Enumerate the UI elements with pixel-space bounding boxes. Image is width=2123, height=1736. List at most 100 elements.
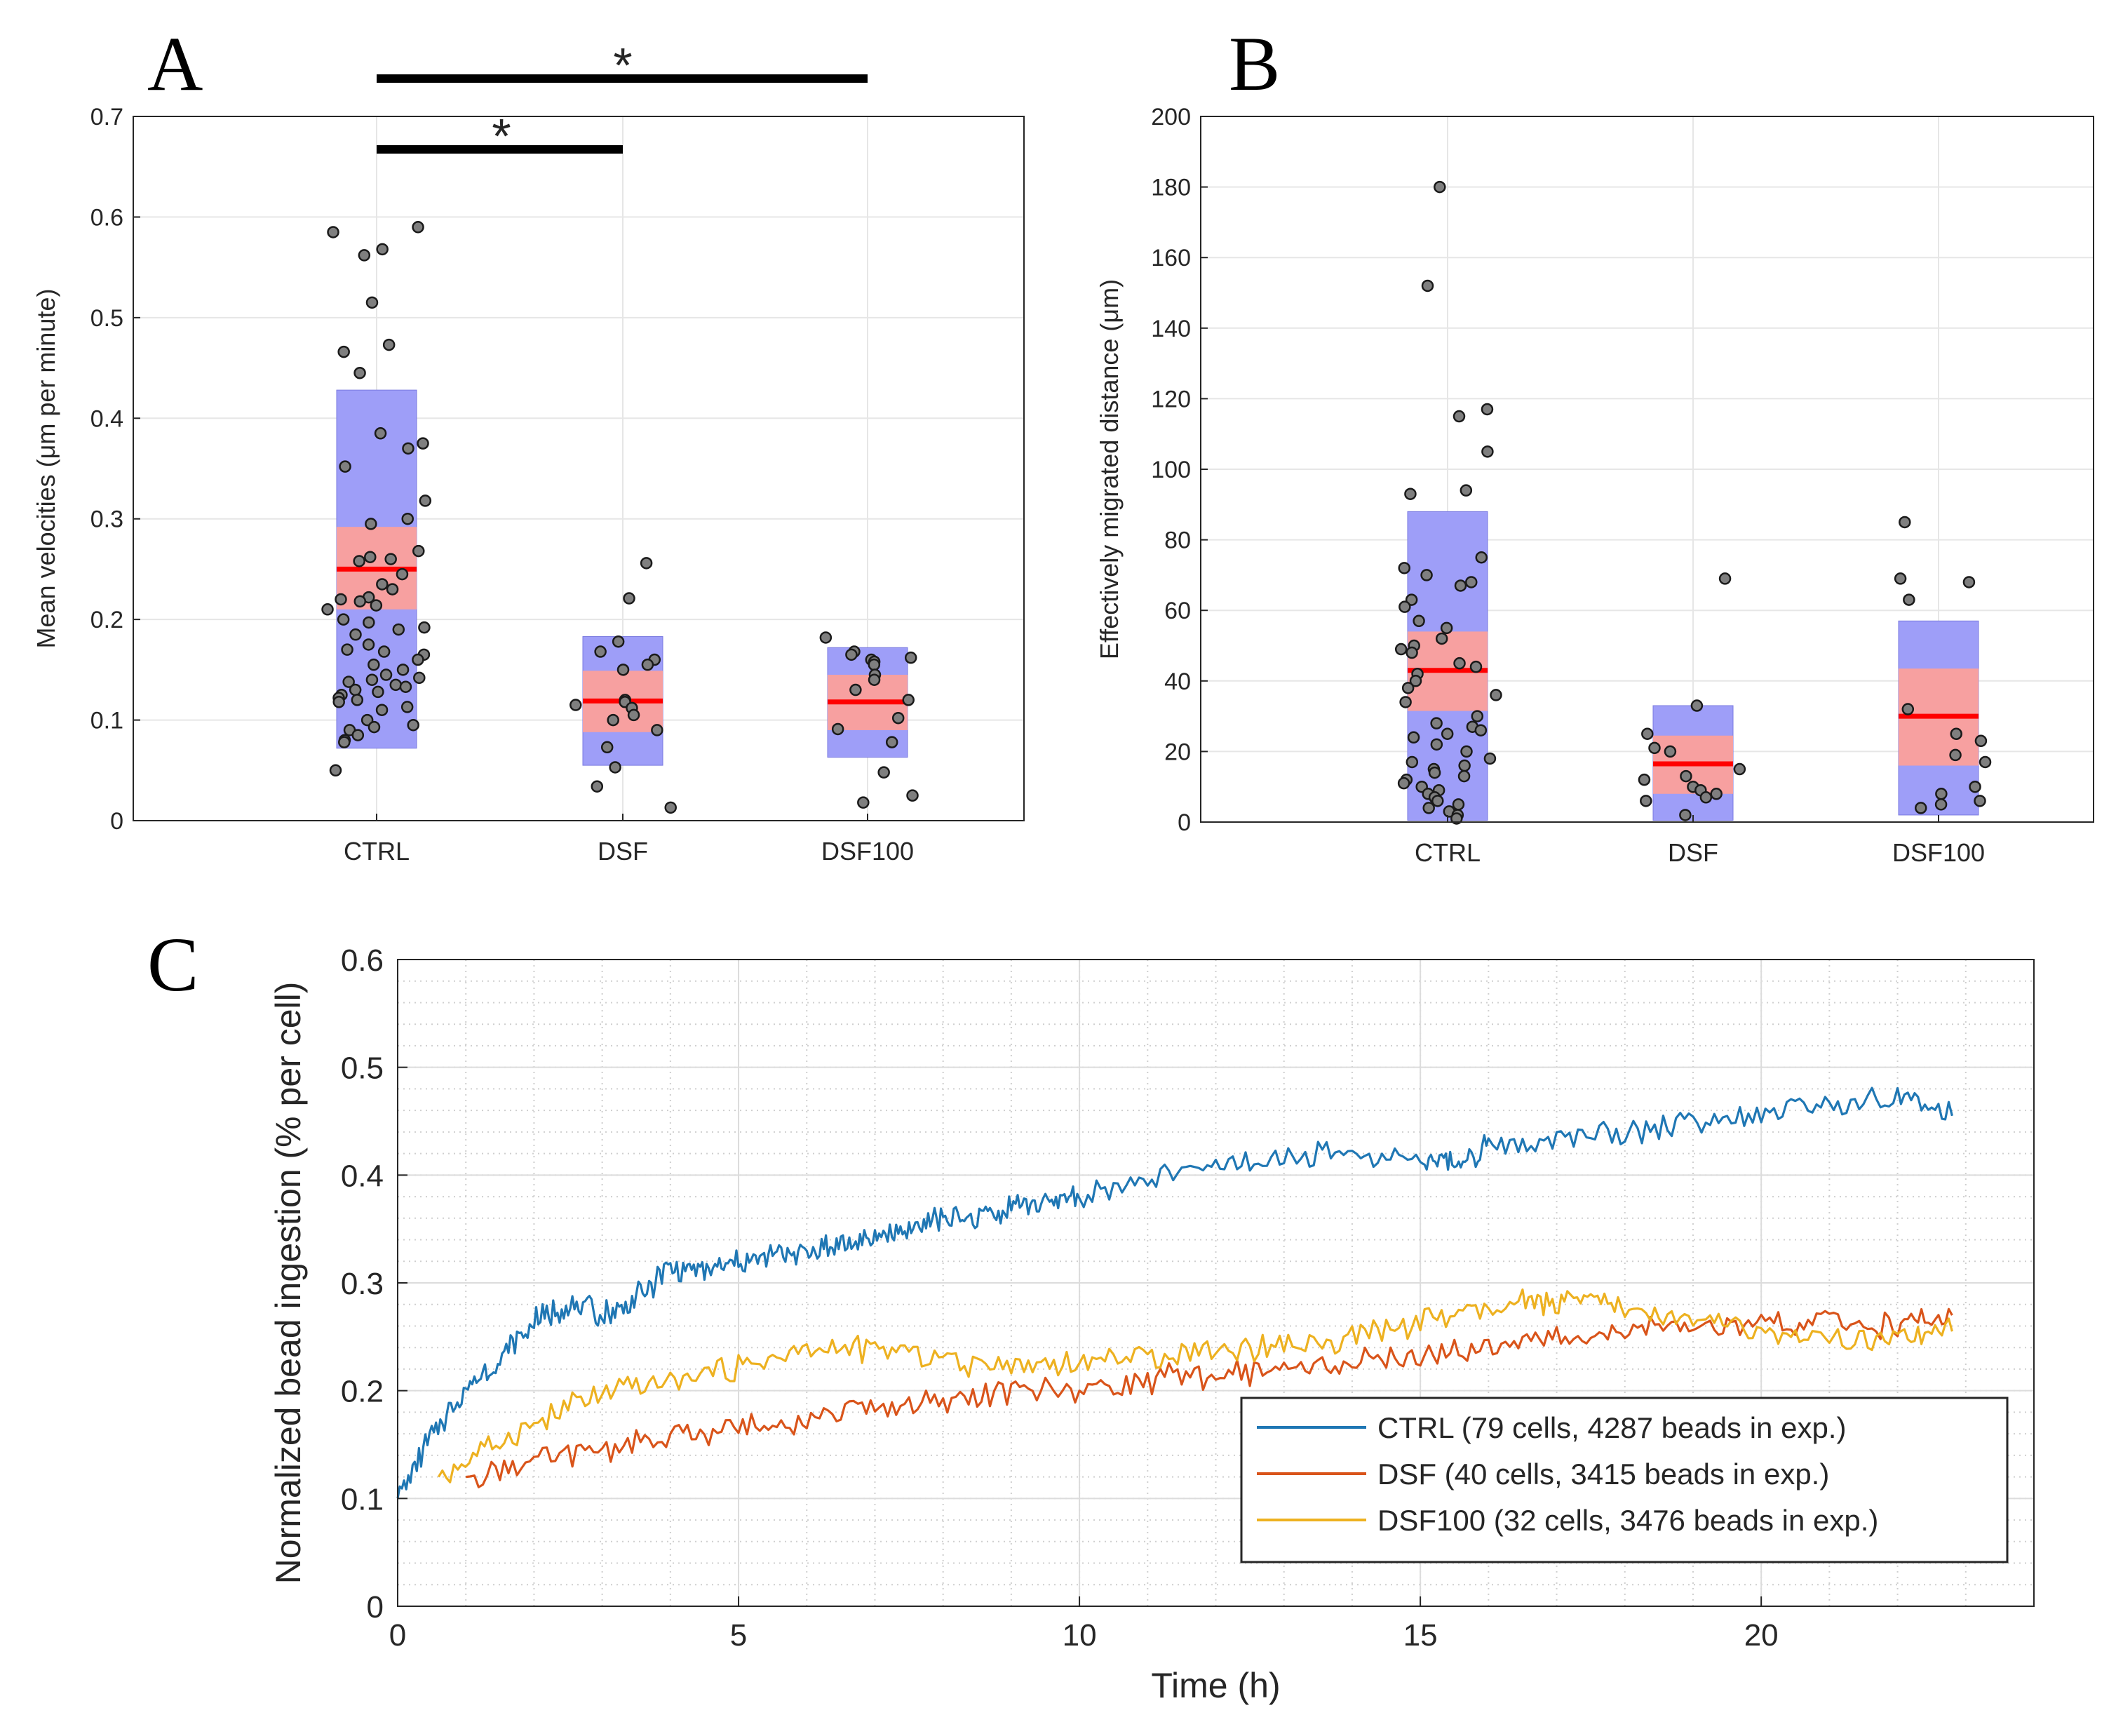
data-point-dsf100 — [831, 722, 844, 736]
x-tick-label-ctrl: CTRL — [344, 837, 410, 866]
y-tick-label: 0.2 — [341, 1375, 384, 1409]
panel-b-ticks: 0 20 40 60 80 100 120 140 160 180 200 CTRL DSF DSF100 — [1151, 104, 1985, 867]
data-point-ctrl — [1406, 755, 1419, 769]
data-point-ctrl — [1471, 710, 1484, 722]
data-point-ctrl — [338, 736, 351, 748]
y-tick-label: 80 — [1164, 527, 1191, 554]
data-point-dsf — [1638, 773, 1651, 786]
panel-a-marks — [321, 221, 919, 814]
data-point-ctrl — [365, 296, 379, 309]
data-point-ctrl — [402, 442, 415, 455]
data-point-ctrl — [365, 673, 379, 686]
data-point-ctrl — [1394, 642, 1408, 656]
panel-b-ylabel: Effectively migrated distance (μm) — [1095, 279, 1124, 659]
data-point-dsf100 — [849, 683, 862, 697]
data-point-dsf — [1699, 791, 1713, 804]
y-tick-label: 0.6 — [90, 204, 123, 231]
panel-a-significance: ** — [377, 38, 868, 163]
panel-letter-c: C — [147, 922, 198, 1007]
x-tick-label: 10 — [1063, 1618, 1097, 1653]
data-point-dsf — [1690, 699, 1704, 712]
data-point-ctrl — [413, 671, 426, 685]
x-tick-label-dsf: DSF — [1668, 838, 1718, 867]
data-point-ctrl — [321, 603, 334, 616]
data-point-ctrl — [329, 764, 342, 777]
data-point-dsf — [616, 664, 630, 676]
data-point-ctrl — [384, 553, 397, 565]
data-point-ctrl — [1458, 759, 1471, 772]
data-point-ctrl — [389, 678, 403, 692]
x-tick-label-dsf100: DSF100 — [821, 837, 914, 866]
data-point-dsf100 — [1950, 727, 1962, 740]
data-point-ctrl — [379, 668, 393, 681]
y-tick-label: 0.5 — [90, 305, 123, 332]
data-point-ctrl — [1435, 632, 1448, 645]
y-tick-label: 0.1 — [90, 708, 123, 734]
data-point-dsf100 — [902, 694, 915, 706]
y-tick-label: 100 — [1151, 457, 1191, 483]
panel-c-lines — [396, 1086, 1953, 1499]
data-point-ctrl — [1469, 660, 1483, 673]
panel-a-mean-velocities: 0 0.1 0.2 0.3 0.4 0.5 0.6 0.7 CTRL DSF DSF100 Mean… — [32, 38, 1025, 866]
data-point-ctrl — [418, 621, 431, 634]
data-point-dsf — [1733, 762, 1746, 776]
data-point-dsf — [612, 635, 625, 648]
data-point-dsf100 — [1894, 572, 1907, 585]
data-point-dsf100 — [819, 631, 833, 644]
x-tick-label-ctrl: CTRL — [1415, 838, 1481, 867]
y-tick-label: 0.3 — [90, 506, 123, 533]
data-point-dsf — [641, 658, 654, 671]
y-tick-label: 0.6 — [341, 943, 384, 978]
data-point-dsf — [569, 699, 582, 711]
series-line-dsf100 — [437, 1288, 1953, 1483]
data-point-dsf — [664, 801, 677, 814]
data-point-dsf100 — [1974, 734, 1988, 748]
legend-label-dsf: DSF (40 cells, 3415 beads in exp.) — [1377, 1458, 1829, 1491]
data-point-ctrl — [342, 675, 355, 688]
legend-box — [1240, 1397, 2009, 1563]
y-tick-label: 0.2 — [90, 607, 123, 633]
data-point-dsf — [591, 780, 604, 793]
data-point-dsf — [627, 708, 640, 722]
data-point-ctrl — [362, 638, 375, 651]
data-point-dsf — [1718, 572, 1732, 585]
data-point-dsf100 — [845, 648, 858, 661]
data-point-dsf — [1641, 727, 1654, 740]
data-point-ctrl — [1454, 579, 1467, 592]
data-point-dsf — [600, 741, 614, 754]
data-point-ctrl — [376, 243, 389, 256]
data-point-dsf — [1640, 795, 1652, 807]
panel-c-grid — [397, 959, 2035, 1607]
data-point-ctrl — [332, 696, 345, 708]
data-point-dsf100 — [857, 796, 870, 809]
y-tick-label: 0.3 — [341, 1267, 384, 1301]
data-point-dsf100 — [1979, 755, 1992, 769]
panel-letter-a: A — [147, 21, 203, 107]
data-point-ctrl — [396, 664, 410, 676]
data-point-ctrl — [1430, 738, 1443, 751]
panel-c-xlabel: Time (h) — [1151, 1666, 1280, 1705]
data-point-ctrl — [358, 249, 371, 262]
data-point-dsf — [1680, 769, 1692, 783]
y-tick-label: 0.4 — [90, 405, 123, 432]
data-point-ctrl — [1401, 682, 1415, 694]
data-point-ctrl — [349, 683, 362, 697]
data-point-ctrl — [1431, 795, 1444, 807]
x-tick-label-dsf100: DSF100 — [1892, 838, 1985, 867]
y-tick-label: 0.7 — [90, 104, 123, 130]
data-point-ctrl — [351, 694, 364, 706]
y-tick-label: 200 — [1151, 104, 1191, 130]
panel-c-bead-ingestion: 0 5 10 15 20 0 0.1 0.2 0.3 0.4 0.5 0.6 Time (h) Nor… — [269, 943, 2035, 1705]
data-point-dsf100 — [1969, 780, 1981, 793]
data-point-dsf — [607, 713, 619, 727]
data-point-dsf100 — [1915, 802, 1927, 814]
data-point-ctrl — [1465, 576, 1478, 588]
y-tick-label: 180 — [1151, 175, 1191, 201]
data-point-dsf100 — [906, 789, 919, 802]
data-point-dsf — [1664, 745, 1677, 758]
data-point-dsf — [651, 724, 663, 736]
significance-star: * — [492, 109, 511, 163]
data-point-ctrl — [1475, 551, 1488, 564]
data-point-ctrl — [1460, 484, 1473, 497]
